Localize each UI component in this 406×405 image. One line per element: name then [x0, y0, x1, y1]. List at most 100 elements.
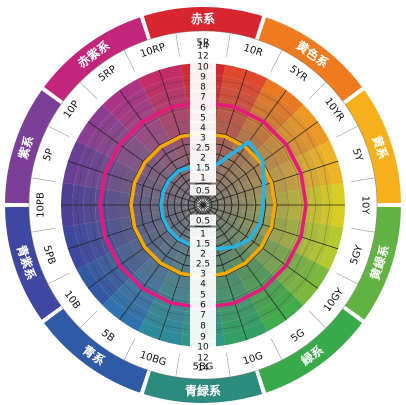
color-cell: [85, 150, 107, 189]
chroma-scale-label: 2: [200, 154, 206, 164]
hue-divider: [31, 177, 55, 182]
chroma-scale-cell: [190, 340, 216, 352]
color-cell: [143, 311, 185, 335]
color-cell: [319, 225, 344, 270]
color-cell: [223, 64, 268, 89]
chroma-scale-label: 14: [197, 42, 209, 52]
chroma-scale-cell: [190, 351, 216, 363]
chroma-scale-cell: [190, 121, 216, 133]
color-cell: [143, 75, 185, 99]
color-cell: [164, 270, 192, 290]
hue-divider: [270, 49, 283, 72]
chroma-scale-cell: [190, 49, 216, 61]
color-cell: [73, 145, 97, 187]
chroma-scale-label: 5: [200, 114, 206, 124]
color-cell: [148, 87, 187, 109]
chroma-scale-label: 1: [200, 230, 206, 240]
chroma-scale-label: 10: [197, 343, 209, 353]
chroma-scale-label: 8: [200, 322, 206, 332]
chroma-scale-cell: [190, 257, 216, 269]
hue-divider: [308, 310, 327, 329]
hue-divider: [308, 81, 327, 100]
color-cell: [118, 216, 138, 244]
hue-divider: [47, 272, 70, 285]
family-label-tab: [284, 332, 339, 377]
color-cell: [218, 191, 232, 203]
chroma-scale-label: 6: [200, 301, 206, 311]
chroma-scale-cell: [190, 319, 216, 331]
hue-divider: [123, 338, 136, 361]
color-cell: [309, 145, 333, 187]
color-cell: [164, 120, 192, 140]
color-cell: [221, 75, 263, 99]
color-cell: [85, 221, 107, 260]
color-cell: [214, 120, 242, 140]
color-cell: [218, 207, 232, 219]
chroma-scale-cell: [190, 277, 216, 289]
chroma-scale-cell: [190, 171, 216, 183]
chroma-scale-label: 2.5: [196, 260, 210, 270]
family-label: 赤系: [191, 11, 215, 26]
color-cell: [279, 218, 299, 249]
chroma-scale-label: 10: [197, 63, 209, 73]
hue-divider: [226, 353, 231, 377]
chroma-scale-cell: [190, 90, 216, 102]
color-cell: [223, 321, 268, 346]
hue-divider: [336, 125, 359, 138]
family-label-tab: [284, 33, 339, 78]
chroma-scale-cell: [190, 60, 216, 72]
color-cell: [73, 223, 97, 265]
chroma-scale-cell: [190, 267, 216, 279]
chroma-scale-cell: [190, 361, 216, 373]
chroma-scale-label: 2: [200, 250, 206, 260]
hue-label: 5R: [196, 38, 209, 49]
color-cell: [268, 166, 288, 194]
hue-divider: [123, 49, 136, 72]
color-cell: [107, 218, 127, 249]
hue-divider: [270, 338, 283, 361]
color-cell: [138, 321, 183, 346]
chroma-scale: 14121098765432.521.510.50.511.522.534567…: [190, 39, 216, 374]
chroma-scale-label: 1.5: [196, 164, 210, 174]
chroma-scale-cell: [190, 131, 216, 143]
color-cell: [214, 270, 242, 290]
hue-divider: [226, 33, 231, 57]
family-label-tab: [363, 117, 393, 177]
color-cell: [118, 166, 138, 194]
color-cell: [221, 311, 263, 335]
family-label-tab: [67, 33, 122, 78]
chroma-scale-cell: [190, 298, 216, 310]
chroma-scale-label: 4: [200, 124, 206, 134]
color-cell: [62, 140, 87, 185]
color-cell: [163, 186, 178, 201]
hue-divider: [31, 228, 55, 233]
chroma-scale-cell: [190, 308, 216, 320]
color-cell: [299, 221, 321, 260]
chroma-scale-label: 6: [200, 104, 206, 114]
chroma-scale-cell: [190, 214, 216, 226]
family-label: 紫系: [15, 134, 37, 161]
color-cell: [219, 301, 258, 323]
chroma-scale-label: 0.5: [196, 217, 210, 227]
chroma-scale-cell: [190, 288, 216, 300]
hue-label: 5BG: [193, 362, 214, 373]
chroma-scale-label: 9: [200, 333, 206, 343]
color-cell: [279, 161, 299, 192]
chroma-scale-cell: [190, 70, 216, 82]
color-cell: [138, 64, 183, 89]
family-label-tab: [172, 13, 234, 28]
chroma-scale-cell: [190, 39, 216, 51]
chroma-scale-cell: [190, 151, 216, 163]
chroma-scale-label: 5: [200, 291, 206, 301]
chroma-scale-cell: [190, 184, 216, 196]
hue-divider: [79, 81, 98, 100]
chroma-scale-label: 12: [197, 354, 208, 364]
family-label-tab: [363, 233, 393, 293]
hue-label: 5P: [42, 147, 56, 162]
chroma-scale-cell: [190, 111, 216, 123]
color-cell: [148, 301, 187, 323]
color-cell: [163, 209, 178, 224]
color-cell: [309, 223, 333, 265]
hue-label: 10PB: [36, 192, 47, 218]
